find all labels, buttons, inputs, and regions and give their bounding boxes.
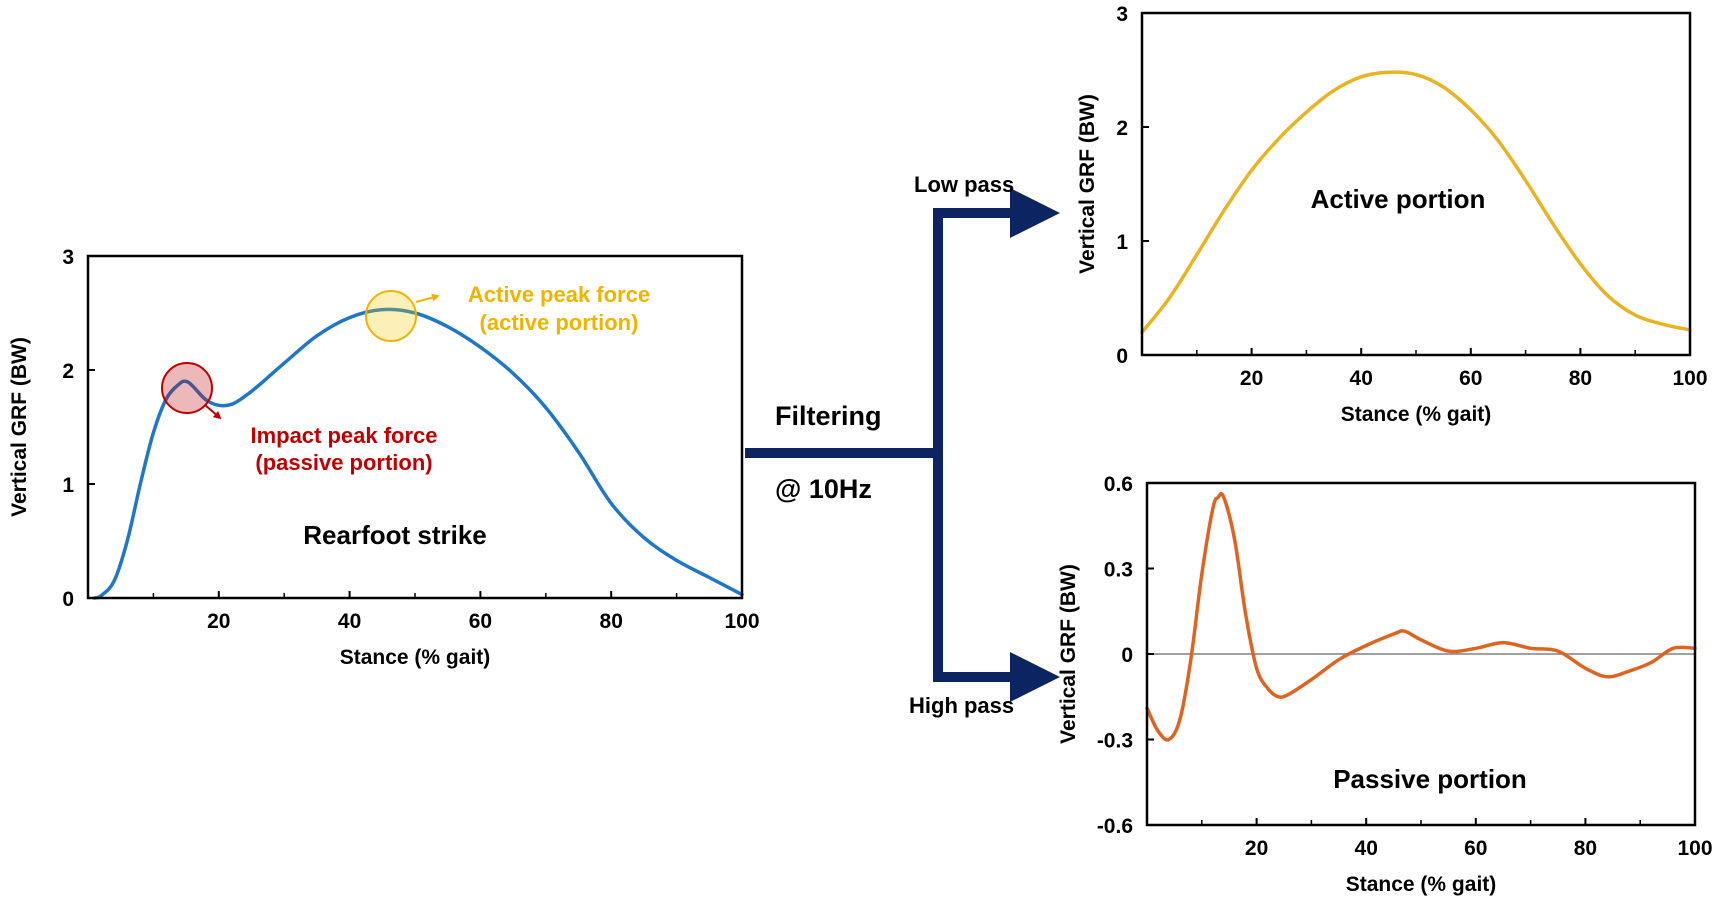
low-pass-label: Low pass (914, 172, 1014, 197)
x-tick-label: 20 (207, 610, 230, 633)
raw-x-axis-label: Stance (% gait) (340, 646, 491, 669)
frequency-label: @ 10Hz (775, 474, 872, 504)
y-tick-label: 3 (62, 246, 74, 269)
active-x-axis-label: Stance (% gait) (1341, 403, 1492, 426)
active-portion-chart: 20 40 60 80 100 0 1 2 3 Stance (% gait) Vertical G… (1076, 3, 1708, 426)
y-tick-label: 0 (62, 588, 74, 611)
x-tick-label: 40 (1350, 367, 1373, 390)
impact-peak-label-line1: Impact peak force (250, 423, 437, 448)
passive-x-axis-label: Stance (% gait) (1346, 873, 1497, 896)
y-tick-label: -0.3 (1097, 730, 1133, 753)
impact-peak-marker (161, 362, 213, 414)
y-tick-label: 0 (1116, 345, 1128, 368)
active-peak-label-line2: (active portion) (480, 310, 639, 335)
raw-grf-chart: 20 40 60 80 100 0 1 2 3 Stance (% gait) Vertical G… (8, 246, 760, 669)
x-tick-label: 80 (1569, 367, 1592, 390)
x-tick-label: 80 (600, 610, 623, 633)
active-y-axis-label: Vertical GRF (BW) (1076, 94, 1099, 274)
y-tick-label: -0.6 (1097, 815, 1133, 838)
impact-peak-label-line2: (passive portion) (255, 450, 432, 475)
x-tick-label: 60 (1459, 367, 1482, 390)
y-tick-label: 1 (1116, 231, 1128, 254)
filter-flow: Filtering @ 10Hz Low pass High pass (745, 172, 1060, 718)
x-tick-label: 80 (1574, 837, 1597, 860)
raw-y-axis-label: Vertical GRF (BW) (8, 337, 31, 517)
high-pass-label: High pass (909, 693, 1014, 718)
y-tick-label: 0 (1121, 644, 1133, 667)
peak-annotations: Impact peak force (passive portion) Acti… (161, 282, 650, 475)
impact-peak-pointer (204, 404, 222, 420)
raw-chart-title: Rearfoot strike (303, 520, 487, 550)
active-series-line (1140, 70, 1692, 334)
y-tick-label: 1 (62, 474, 74, 497)
y-tick-label: 2 (1116, 117, 1128, 140)
x-tick-label: 20 (1240, 367, 1263, 390)
x-tick-label: 60 (1464, 837, 1487, 860)
x-tick-label: 60 (469, 610, 492, 633)
passive-portion-chart: 20 40 60 80 100 -0.6 -0.3 0 0.3 0.6 Stance (% gait… (1057, 473, 1713, 896)
passive-chart-title: Passive portion (1333, 764, 1527, 794)
y-tick-label: 3 (1116, 3, 1128, 26)
y-tick-label: 2 (62, 360, 74, 383)
active-peak-pointer (415, 293, 440, 303)
x-tick-label: 100 (724, 610, 759, 633)
y-tick-label: 0.3 (1104, 559, 1133, 582)
x-tick-label: 100 (1672, 367, 1707, 390)
x-tick-label: 20 (1245, 837, 1268, 860)
x-tick-label: 100 (1677, 837, 1712, 860)
filtering-label: Filtering (775, 401, 882, 431)
x-tick-label: 40 (1355, 837, 1378, 860)
y-tick-label: 0.6 (1104, 473, 1133, 496)
active-peak-label-line1: Active peak force (468, 282, 650, 307)
x-tick-label: 40 (338, 610, 361, 633)
passive-series-line (1145, 491, 1697, 742)
passive-y-axis-label: Vertical GRF (BW) (1057, 564, 1080, 744)
active-chart-title: Active portion (1311, 184, 1486, 214)
raw-series-line (92, 307, 744, 600)
active-peak-marker (365, 290, 417, 342)
